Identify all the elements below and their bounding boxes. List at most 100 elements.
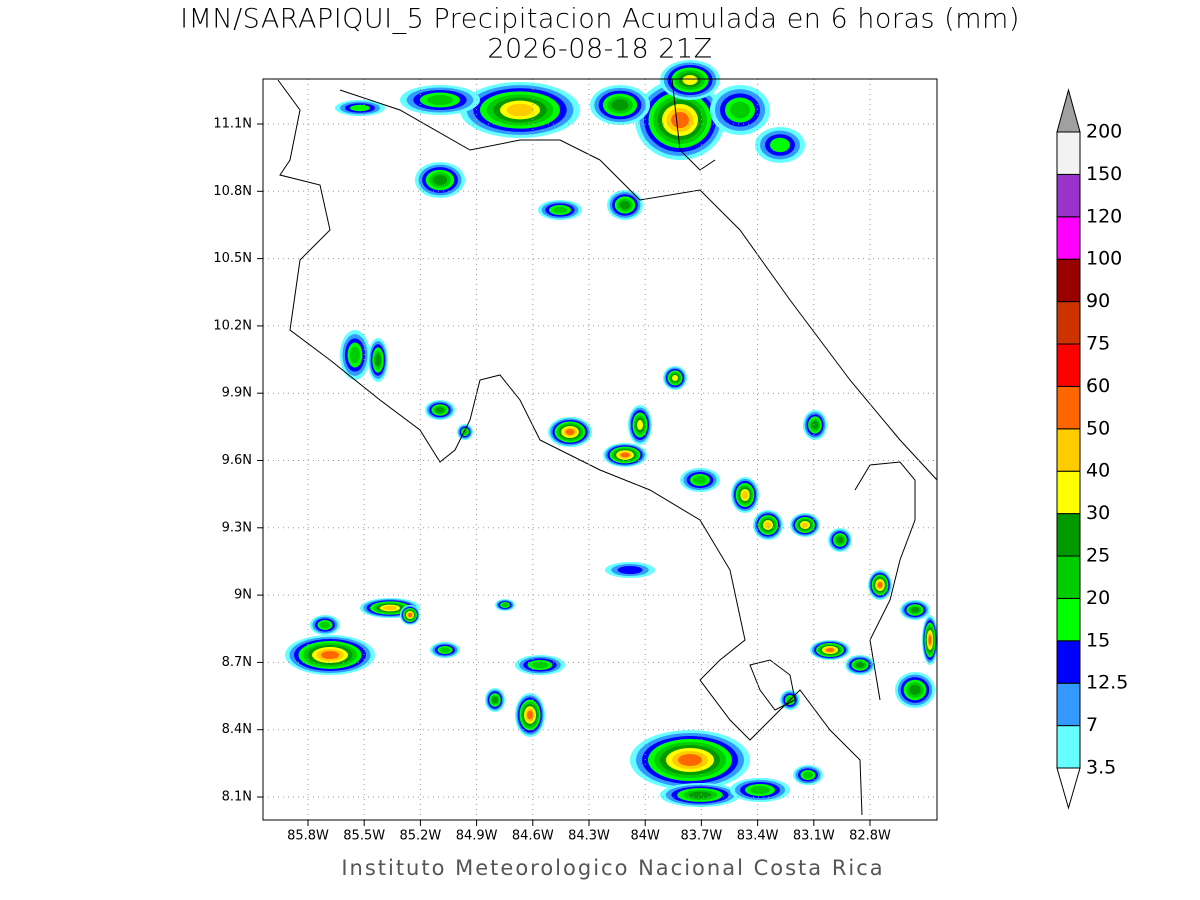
colorbar-label: 75 <box>1086 333 1110 355</box>
x-tick-label: 84.3W <box>568 829 610 844</box>
precip-cell <box>435 407 445 413</box>
precip-cell <box>672 375 678 381</box>
colorbar-label: 30 <box>1086 502 1110 524</box>
colorbar-box <box>1056 470 1081 515</box>
colorbar-box <box>1056 682 1081 727</box>
y-tick-label: 9N <box>234 588 252 603</box>
colorbar-bottom <box>1056 767 1081 810</box>
x-tick-label: 82.8W <box>849 829 891 844</box>
colorbar-label: 20 <box>1086 587 1110 609</box>
precip-cell <box>836 536 844 544</box>
precip-cell <box>527 710 533 720</box>
precip-cell <box>552 206 568 214</box>
precip-cell <box>617 566 643 574</box>
precip-cell <box>764 521 772 529</box>
y-tick-label: 11.1N <box>213 117 252 132</box>
precip-cell <box>678 754 702 766</box>
y-tick-label: 10.2N <box>213 318 252 333</box>
precip-cell <box>432 174 448 186</box>
colorbar-box <box>1056 555 1081 599</box>
precip-cell <box>811 420 819 430</box>
colorbar-label: 50 <box>1086 417 1110 439</box>
colorbar-box <box>1056 258 1081 303</box>
colorbar-label: 25 <box>1086 545 1110 567</box>
x-tick-label: 83.7W <box>680 829 722 844</box>
precip-cell <box>730 101 750 119</box>
colorbar-label: 150 <box>1086 163 1122 185</box>
colorbar-label: 200 <box>1086 121 1122 143</box>
x-tick-label: 84.9W <box>456 829 498 844</box>
coastlines <box>277 78 938 816</box>
colorbar-box <box>1056 131 1081 175</box>
precip-cell <box>350 346 360 364</box>
colorbar-box <box>1056 173 1081 218</box>
map-background <box>263 79 937 820</box>
colorbar-box <box>1056 640 1081 684</box>
precip-cell <box>506 103 534 117</box>
precip-cell <box>826 648 834 652</box>
subtitle: 2026-08-18 21Z <box>487 34 712 65</box>
x-tick-label: 85.5W <box>343 829 385 844</box>
precip-cell <box>619 200 631 210</box>
colorbar-box <box>1056 343 1081 387</box>
colorbar-label: 15 <box>1086 629 1110 651</box>
precip-cell <box>350 104 370 112</box>
precip-cell <box>682 75 698 85</box>
colorbar-box <box>1056 597 1081 642</box>
precip-cell <box>375 353 381 367</box>
precip-cell <box>501 603 509 607</box>
precip-cell <box>321 651 339 659</box>
precip-cell <box>620 452 630 458</box>
colorbar-label: 120 <box>1086 205 1122 227</box>
precip-cell <box>855 662 865 668</box>
x-tick-label: 85.8W <box>287 829 329 844</box>
precip-cell <box>801 522 809 528</box>
colorbar-label: 40 <box>1086 460 1110 482</box>
precipitation <box>285 60 938 807</box>
map-frame <box>262 78 938 821</box>
y-tick-label: 9.6N <box>222 453 252 468</box>
precip-cell <box>693 476 707 484</box>
y-tick-label: 8.4N <box>222 722 252 737</box>
x-tick-label: 84.6W <box>512 829 554 844</box>
colorbar-box <box>1056 428 1081 472</box>
precip-cell <box>910 607 920 613</box>
precip-cell <box>750 786 770 794</box>
y-tick-label: 10.8N <box>213 184 252 199</box>
y-tick-label: 8.1N <box>222 790 252 805</box>
colorbar: 3.5 7 12.5 15 20 25 30 40 50 60 75 90 100 120 150 200 <box>1056 88 1128 810</box>
precip-cell <box>803 771 813 779</box>
precip-cell <box>637 420 643 430</box>
colorbar-box <box>1056 725 1081 769</box>
colorbar-label: 100 <box>1086 248 1122 270</box>
precip-cell <box>408 613 412 617</box>
precip-cell <box>531 661 549 669</box>
precip-cell <box>688 791 712 799</box>
precip-cell <box>440 647 450 653</box>
precip-cell <box>383 605 397 611</box>
colorbar-box <box>1056 301 1081 345</box>
precip-cell <box>565 429 575 435</box>
precip-cell <box>426 95 454 105</box>
precip-cell <box>741 491 749 499</box>
x-tick-label: 83.1W <box>793 829 835 844</box>
y-tick-label: 10.5N <box>213 251 252 266</box>
title: IMN/SARAPIQUI_5 Precipitacion Acumulada … <box>180 4 1020 35</box>
grid <box>257 79 937 826</box>
precip-cell <box>320 621 330 629</box>
y-tick-label: 9.9N <box>222 386 252 401</box>
colorbar-top <box>1056 88 1081 133</box>
precip-cell <box>770 137 790 153</box>
colorbar-label: 7 <box>1086 714 1098 736</box>
colorbar-box <box>1056 385 1081 430</box>
colorbar-label: 90 <box>1086 290 1110 312</box>
y-tick-label: 9.3N <box>222 520 252 535</box>
precip-cell <box>611 99 629 111</box>
precip-cell <box>928 635 932 645</box>
x-tick-label: 85.2W <box>399 829 441 844</box>
y-tick-label: 8.7N <box>222 655 252 670</box>
colorbar-box <box>1056 513 1081 557</box>
precip-cell <box>909 684 921 696</box>
colorbar-label: 3.5 <box>1086 757 1116 779</box>
colorbar-label: 60 <box>1086 375 1110 397</box>
